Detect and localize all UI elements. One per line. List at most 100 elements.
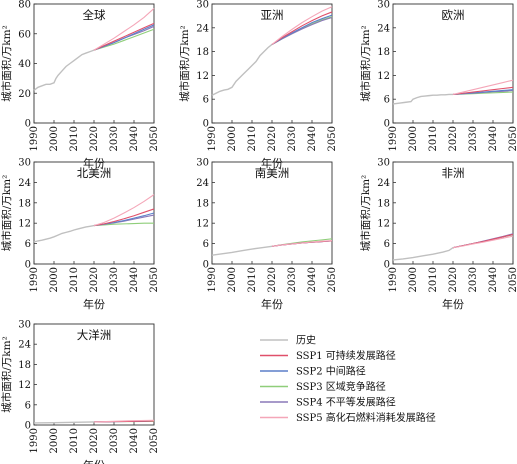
x-tick-label: 2040 (129, 126, 140, 151)
y-tick-label: 6 (203, 239, 209, 250)
series-history-line (392, 93, 453, 105)
x-tick-label: 2000 (408, 126, 419, 151)
x-tick-label: 2030 (109, 428, 120, 453)
x-tick-label: 2020 (267, 267, 278, 292)
y-tick-label: 30 (377, 0, 390, 11)
series-ssp2-line (271, 14, 333, 45)
y-tick-label: 0 (384, 119, 390, 130)
x-tick-label: 2050 (149, 267, 160, 292)
x-axis-label: 年份 (261, 156, 283, 170)
y-tick-label: 24 (18, 178, 31, 189)
x-axis-label: 年份 (261, 297, 283, 311)
y-tick-label: 30 (18, 158, 31, 169)
x-tick-label: 2050 (508, 126, 517, 151)
y-tick-label: 0 (25, 421, 31, 432)
panel-title: 非洲 (442, 166, 465, 180)
series-ssp5-line (271, 6, 333, 45)
x-tick-label: 2040 (129, 267, 140, 292)
x-tick-label: 2030 (109, 126, 120, 151)
x-tick-label: 2030 (287, 126, 298, 151)
chart-panel-5: 1990 2000 2010 2020 2030 2040 2050 0 6 12 18 24 30 南美… (196, 158, 338, 312)
x-tick-label: 2000 (227, 126, 238, 151)
y-tick-label: 20 (18, 89, 31, 100)
x-tick-label: 2010 (428, 126, 439, 151)
x-tick-label: 2000 (49, 267, 60, 292)
y-tick-label: 24 (196, 23, 209, 34)
x-tick-label: 2050 (508, 267, 517, 292)
y-tick-label: 30 (18, 320, 31, 331)
series-ssp1-line (93, 22, 155, 51)
panel-title: 亚洲 (261, 8, 284, 22)
x-tick-label: 2050 (149, 126, 160, 151)
legend: 历史 SSP1 可持续发展路径 SSP2 中间路径 SSP3 区域竞争路径 SSP4 不… (260, 335, 436, 424)
series-ssp5-line (452, 79, 514, 95)
chart-panel-2: 1990 2000 2010 2020 2030 2040 2050 0 6 12 18 24 30 亚洲… (178, 0, 338, 170)
y-tick-label: 6 (25, 400, 31, 411)
x-tick-label: 1990 (388, 267, 399, 292)
y-tick-label: 40 (18, 59, 31, 70)
series-ssp3-line (93, 28, 155, 51)
series-history-line (392, 247, 454, 261)
x-tick-label: 2050 (327, 267, 338, 292)
x-tick-label: 2040 (307, 126, 318, 151)
x-tick-label: 2040 (488, 126, 499, 151)
y-tick-label: 0 (203, 260, 209, 271)
y-tick-label: 18 (18, 198, 31, 209)
x-axis-label: 年份 (83, 458, 105, 464)
panel-title: 全球 (83, 8, 106, 22)
legend-label-ssp2: SSP2 中间路径 (296, 365, 366, 378)
series-ssp2-line (93, 24, 155, 51)
series-ssp3-line (93, 222, 154, 227)
y-tick-label: 6 (25, 239, 31, 250)
x-tick-label: 2030 (287, 267, 298, 292)
chart-panel-3: 1990 2000 2010 2020 2030 2040 2050 0 6 12 18 24 30 欧洲… (359, 0, 517, 151)
y-tick-label: 12 (377, 219, 390, 230)
panel-title: 大洋洲 (77, 328, 112, 342)
x-tick-label: 1990 (29, 428, 40, 453)
x-tick-label: 2030 (468, 267, 479, 292)
series-ssp1-line (271, 11, 333, 45)
y-tick-label: 12 (196, 71, 209, 82)
y-tick-label: 30 (377, 158, 390, 169)
x-tick-label: 2010 (247, 267, 258, 292)
series-ssp1-line (93, 208, 155, 227)
legend-label-ssp4: SSP4 不平等发展路径 (296, 396, 396, 409)
y-tick-label: 24 (18, 340, 31, 351)
legend-label-history: 历史 (296, 335, 316, 347)
x-axis-label: 年份 (83, 156, 105, 170)
x-tick-label: 2020 (448, 126, 459, 151)
x-tick-label: 2020 (89, 428, 100, 453)
y-tick-label: 0 (25, 119, 31, 130)
x-tick-label: 2040 (129, 428, 140, 453)
x-tick-label: 1990 (29, 267, 40, 292)
chart-panel-4: 1990 2000 2010 2020 2030 2040 2050 0 6 12 18 24 30 北美… (0, 158, 160, 312)
x-tick-label: 2040 (488, 267, 499, 292)
x-tick-label: 2020 (448, 267, 459, 292)
chart-panel-6: 1990 2000 2010 2020 2030 2040 2050 0 6 12 18 24 30 非洲… (359, 158, 517, 312)
y-tick-label: 12 (18, 380, 31, 391)
x-tick-label: 2010 (69, 267, 80, 292)
series-history-line (211, 43, 273, 96)
x-tick-label: 1990 (207, 267, 218, 292)
x-tick-label: 1990 (29, 126, 40, 151)
series-ssp5-line (93, 8, 155, 51)
x-tick-label: 2000 (227, 267, 238, 292)
x-tick-label: 1990 (388, 126, 399, 151)
y-tick-label: 0 (203, 119, 209, 130)
panel-title: 北美洲 (77, 166, 112, 180)
y-tick-label: 30 (196, 158, 209, 169)
y-tick-label: 6 (384, 95, 390, 106)
x-tick-label: 2010 (428, 267, 439, 292)
x-tick-label: 1990 (207, 126, 218, 151)
x-tick-label: 2050 (327, 126, 338, 151)
x-tick-label: 2010 (69, 428, 80, 453)
x-tick-label: 2040 (307, 267, 318, 292)
y-tick-label: 24 (377, 178, 390, 189)
y-tick-label: 24 (196, 178, 209, 189)
y-tick-label: 18 (377, 47, 390, 58)
x-tick-label: 2020 (89, 267, 100, 292)
series-ssp5-line (93, 194, 155, 227)
chart-panel-1: 1990 2000 2010 2020 2030 2040 2050020406080全球城… (0, 0, 160, 170)
y-tick-label: 18 (377, 198, 390, 209)
y-axis-label: 城市面积/万km² (0, 336, 13, 413)
